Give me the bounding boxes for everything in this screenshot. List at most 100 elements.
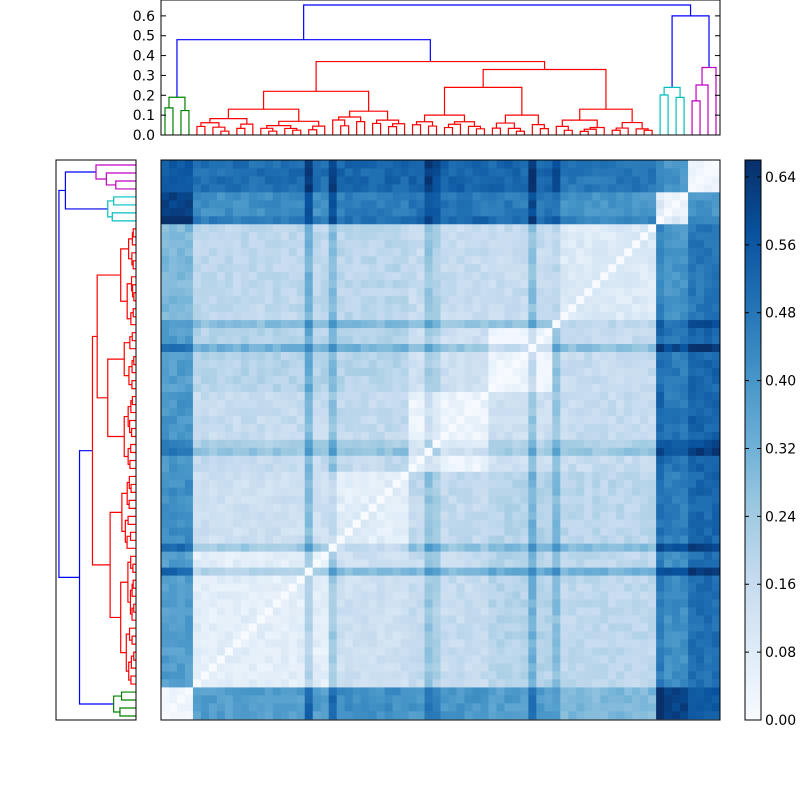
heatmap-cell	[648, 519, 657, 528]
heatmap-cell	[328, 279, 338, 289]
heatmap-cell	[448, 607, 457, 616]
heatmap-cell	[648, 439, 657, 448]
heatmap-cell	[592, 591, 601, 600]
heatmap-cell	[176, 207, 186, 217]
heatmap-cell	[504, 303, 513, 313]
heatmap-cell	[280, 487, 290, 496]
heatmap-cell	[584, 319, 593, 329]
heatmap-cell	[176, 215, 186, 225]
heatmap-cell	[272, 543, 282, 552]
heatmap-cell	[232, 471, 242, 480]
heatmap-cell	[592, 583, 601, 592]
heatmap-cell	[648, 367, 657, 376]
heatmap-cell	[376, 167, 385, 177]
heatmap-cell	[608, 207, 617, 217]
dendrogram-link	[691, 100, 701, 135]
heatmap-cell	[632, 319, 641, 329]
heatmap-cell	[376, 639, 385, 648]
dendrogram-link	[315, 60, 546, 92]
heatmap-cell	[240, 207, 250, 217]
heatmap-cell	[520, 239, 529, 249]
heatmap-cell	[200, 519, 210, 528]
heatmap-cell	[288, 663, 298, 672]
heatmap-cell	[536, 415, 545, 424]
heatmap-cell	[600, 487, 609, 496]
heatmap-cell	[680, 223, 689, 233]
heatmap-cell	[240, 615, 250, 624]
dendrogram-link	[95, 164, 136, 180]
heatmap-cell	[584, 695, 593, 704]
heatmap-cell	[184, 487, 194, 496]
heatmap-cell	[400, 351, 409, 360]
heatmap-cell	[656, 239, 665, 249]
heatmap-cell	[712, 271, 721, 281]
heatmap-cell	[416, 255, 425, 265]
heatmap-cell	[400, 423, 409, 432]
heatmap-cell	[192, 639, 202, 648]
heatmap-cell	[360, 615, 369, 624]
heatmap-cell	[472, 351, 481, 360]
dendrogram-link	[129, 589, 133, 615]
dendrogram-link	[126, 283, 132, 320]
heatmap-cell	[712, 343, 721, 353]
heatmap-cell	[504, 359, 513, 368]
heatmap-cell	[192, 335, 202, 345]
heatmap-cell	[368, 543, 377, 552]
heatmap-cell	[616, 695, 625, 704]
heatmap-cell	[392, 327, 401, 337]
heatmap-cell	[200, 175, 210, 185]
heatmap-cell	[472, 703, 481, 712]
heatmap-cell	[408, 263, 417, 273]
heatmap-cell	[280, 231, 290, 241]
heatmap-cell	[352, 167, 361, 177]
heatmap-cell	[280, 463, 290, 472]
heatmap-cell	[664, 303, 673, 313]
heatmap-cell	[384, 599, 393, 608]
heatmap-cell	[504, 239, 513, 249]
heatmap-cell	[248, 647, 258, 656]
heatmap-cell	[488, 247, 497, 257]
heatmap-cell	[232, 407, 242, 416]
heatmap-cell	[224, 655, 234, 664]
heatmap-cell	[312, 631, 322, 640]
heatmap-cell	[312, 311, 322, 321]
heatmap-cell	[368, 399, 377, 408]
dendrogram-link	[453, 121, 476, 127]
heatmap-cell	[240, 375, 250, 384]
heatmap-cell	[256, 455, 266, 464]
heatmap-cell	[248, 367, 258, 376]
heatmap-cell	[616, 575, 625, 584]
heatmap-cell	[216, 695, 226, 704]
heatmap-cell	[424, 263, 433, 273]
heatmap-cell	[480, 447, 489, 456]
heatmap-cell	[672, 303, 681, 313]
heatmap-cell	[400, 383, 409, 392]
heatmap-cell	[288, 311, 298, 321]
heatmap-cell	[448, 271, 457, 281]
heatmap-cell	[184, 503, 194, 512]
heatmap-cell	[312, 359, 322, 368]
heatmap-cell	[352, 655, 361, 664]
heatmap-cell	[544, 255, 553, 265]
heatmap-cell	[256, 359, 266, 368]
heatmap-cell	[624, 527, 633, 536]
heatmap-cell	[640, 607, 649, 616]
heatmap-cell	[280, 535, 290, 544]
heatmap-cell	[648, 311, 657, 321]
heatmap-cell	[440, 303, 449, 313]
heatmap-cell	[488, 639, 497, 648]
heatmap-cell	[568, 255, 577, 265]
dendrogram-link	[579, 108, 633, 123]
heatmap-cell	[440, 471, 449, 480]
heatmap-cell	[168, 583, 178, 592]
heatmap-cell	[696, 615, 705, 624]
heatmap-cell	[384, 631, 393, 640]
heatmap-cell	[560, 511, 569, 520]
heatmap-cell	[648, 599, 657, 608]
heatmap-cell	[400, 455, 409, 464]
heatmap-cell	[200, 463, 210, 472]
heatmap-cell	[392, 647, 401, 656]
heatmap-cell	[608, 471, 617, 480]
heatmap-cell	[504, 255, 513, 265]
heatmap-cell	[272, 167, 282, 177]
